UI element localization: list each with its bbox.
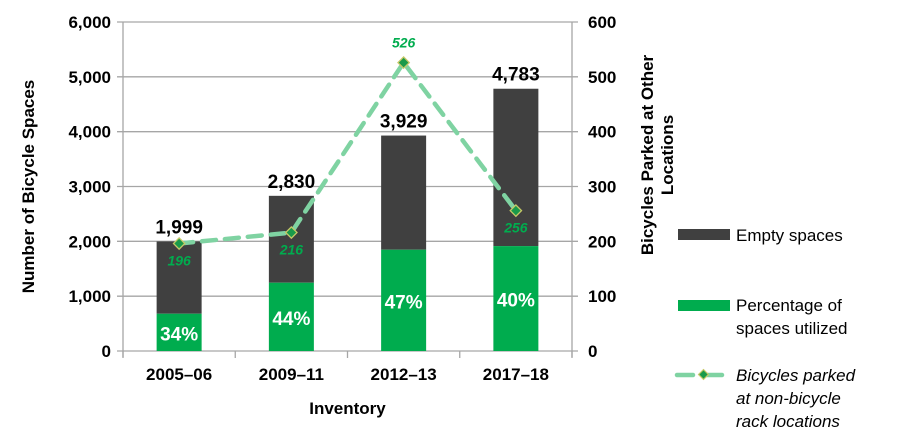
line-series-bicycles-parked	[176, 58, 519, 246]
y-axis-title: Number of Bicycle Spaces	[19, 80, 38, 294]
x-tick-label: 2012–13	[371, 365, 437, 384]
line-data-label: 196	[167, 253, 191, 269]
x-tick-label: 2009–11	[259, 365, 324, 384]
bar-total-label: 1,999	[155, 217, 203, 238]
legend-marker-diamond	[697, 368, 710, 381]
bar-total-label: 2,830	[268, 172, 316, 193]
y-right-tick-label: 300	[588, 178, 616, 197]
y-tick-label: 4,000	[68, 123, 111, 142]
y-right-tick-label: 500	[588, 68, 616, 87]
bar-percent-label: 34%	[160, 324, 198, 345]
line-data-label: 216	[279, 242, 304, 258]
x-tick-label: 2005–06	[146, 365, 212, 384]
line-marker	[284, 225, 298, 240]
x-axis-title: Inventory	[309, 399, 386, 418]
bar-empty-spaces	[381, 135, 427, 250]
y-tick-label: 0	[102, 342, 111, 361]
legend-swatch-utilized	[678, 300, 730, 311]
bar-utilized	[268, 282, 314, 351]
line-marker	[172, 236, 186, 251]
y-tick-label: 6,000	[68, 13, 111, 32]
bar-percent-label: 47%	[385, 292, 423, 313]
line-marker	[509, 204, 523, 218]
y-right-tick-label: 200	[588, 232, 616, 251]
bar-percent-label: 40%	[497, 291, 535, 312]
bar-empty-spaces	[156, 241, 202, 314]
y-right-tick-label: 0	[588, 342, 597, 361]
legend-label: Bicycles parked	[736, 366, 856, 385]
line-data-label: 256	[503, 220, 528, 236]
bar-empty-spaces	[493, 88, 539, 247]
bar-total-label: 4,783	[492, 65, 540, 86]
y-right-tick-label: 600	[588, 13, 616, 32]
legend-label: Percentage of	[736, 296, 842, 315]
line-marker	[397, 56, 411, 70]
bar-total-label: 3,929	[380, 112, 428, 133]
y-right-axis-title-line: Bicycles Parked at Other	[638, 54, 657, 255]
bar-utilized	[381, 249, 427, 351]
y-tick-label: 1,000	[68, 287, 111, 306]
line-data-label: 526	[392, 35, 416, 51]
y-tick-label: 2,000	[68, 232, 111, 251]
legend-label: Empty spaces	[736, 226, 843, 245]
y-right-tick-label: 400	[588, 123, 616, 142]
y-right-tick-label: 100	[588, 287, 616, 306]
y-right-axis-title-line: Locations	[658, 115, 677, 195]
y-tick-label: 5,000	[68, 68, 111, 87]
bar-percent-label: 44%	[272, 309, 310, 330]
bar-utilized	[156, 313, 202, 351]
x-tick-label: 2017–18	[483, 365, 549, 384]
bar-utilized	[493, 246, 539, 351]
legend-label: at non-bicycle	[736, 389, 841, 408]
legend-label: spaces utilized	[736, 319, 848, 338]
legend-swatch-empty-spaces	[678, 229, 730, 240]
y-tick-label: 3,000	[68, 178, 111, 197]
legend-label: rack locations	[736, 412, 840, 431]
